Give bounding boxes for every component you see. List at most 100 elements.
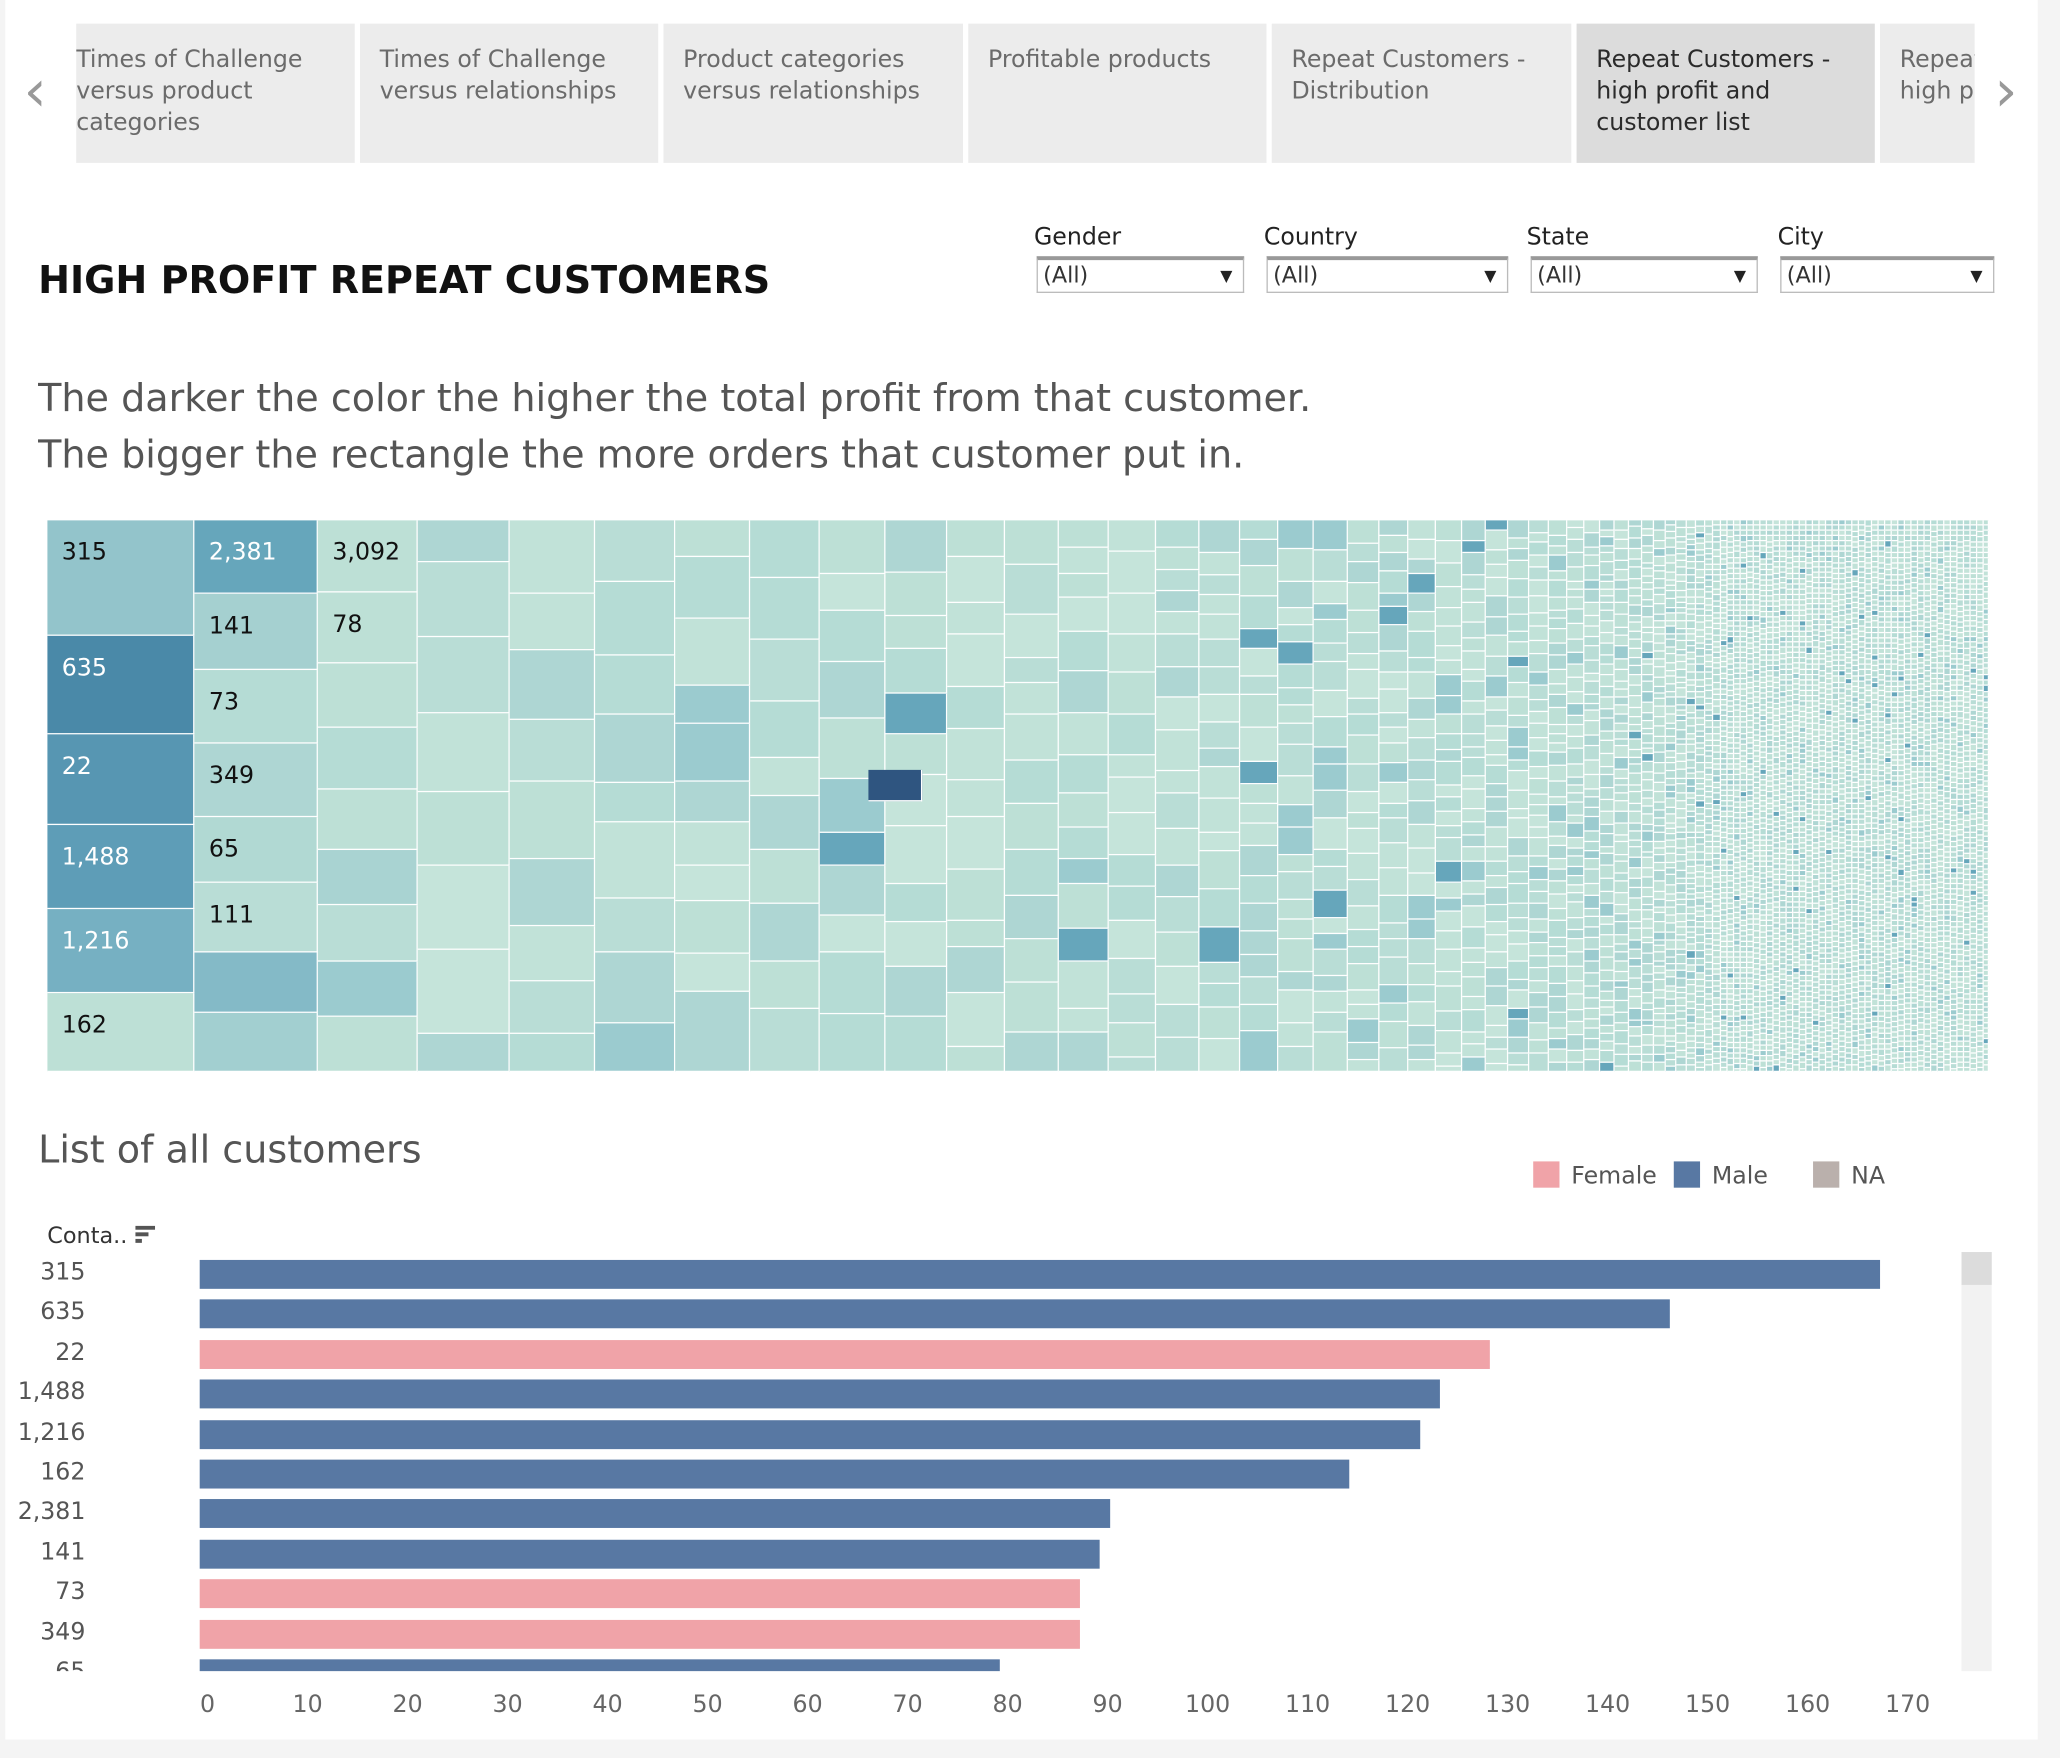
treemap-cell[interactable]: [1584, 673, 1601, 682]
treemap-cell[interactable]: 1,216: [47, 909, 195, 994]
treemap-cell[interactable]: [1600, 731, 1615, 741]
treemap-cell[interactable]: [1676, 739, 1687, 745]
treemap-cell[interactable]: [1600, 878, 1615, 893]
treemap-cell[interactable]: [1721, 1068, 1728, 1073]
treemap-cell[interactable]: [1567, 624, 1585, 640]
treemap-cell[interactable]: [1721, 989, 1728, 995]
treemap-cell[interactable]: [1734, 536, 1741, 542]
treemap-cell[interactable]: [1734, 700, 1741, 706]
treemap-cell[interactable]: [1676, 744, 1687, 755]
treemap-cell[interactable]: [1734, 621, 1741, 627]
treemap-cell[interactable]: [1584, 603, 1601, 617]
treemap-cell[interactable]: [1676, 970, 1687, 979]
treemap-cell[interactable]: [1721, 554, 1728, 560]
treemap-cell[interactable]: [1713, 618, 1722, 625]
treemap-cell[interactable]: [1347, 654, 1380, 671]
treemap-cell[interactable]: [1654, 1020, 1666, 1028]
treemap-cell[interactable]: [1686, 614, 1697, 622]
treemap-cell[interactable]: [1278, 939, 1314, 973]
treemap-cell[interactable]: [1727, 738, 1735, 744]
treemap-cell[interactable]: [819, 1014, 886, 1073]
treemap-cell[interactable]: [1713, 675, 1722, 684]
treemap-cell[interactable]: [1905, 1068, 1912, 1073]
treemap-cell[interactable]: [1665, 737, 1677, 744]
treemap-cell[interactable]: [1696, 973, 1706, 981]
treemap-cell[interactable]: [1642, 806, 1655, 815]
treemap-cell[interactable]: [1614, 539, 1630, 550]
treemap-cell[interactable]: [1696, 555, 1706, 563]
treemap-cell[interactable]: [1665, 751, 1677, 759]
treemap-cell[interactable]: [1567, 815, 1585, 824]
treemap-cell[interactable]: [1584, 842, 1601, 852]
treemap-cell[interactable]: [1727, 691, 1735, 697]
treemap-cell[interactable]: [1654, 566, 1666, 572]
treemap-cell[interactable]: [417, 1033, 510, 1073]
treemap-cell[interactable]: [1435, 785, 1463, 798]
treemap-cell[interactable]: [1665, 763, 1677, 772]
treemap-cell[interactable]: [1734, 673, 1741, 680]
treemap-cell[interactable]: [1529, 654, 1549, 673]
treemap-cell[interactable]: [885, 1016, 948, 1073]
treemap-cell[interactable]: [1654, 802, 1666, 811]
treemap-cell[interactable]: [1665, 907, 1677, 916]
treemap-cell[interactable]: [1614, 873, 1630, 882]
treemap-cell[interactable]: [1654, 863, 1666, 872]
treemap-cell[interactable]: [1567, 930, 1585, 940]
treemap-cell[interactable]: [1713, 606, 1722, 614]
treemap-cell[interactable]: [1721, 1036, 1728, 1042]
treemap-cell[interactable]: [1567, 737, 1585, 749]
treemap-cell[interactable]: [1548, 629, 1568, 644]
treemap-cell[interactable]: [1462, 681, 1486, 702]
treemap-cell[interactable]: [1548, 536, 1568, 547]
treemap-cell[interactable]: [1705, 792, 1714, 798]
treemap-cell[interactable]: [1654, 952, 1666, 962]
treemap-cell[interactable]: [1584, 927, 1601, 939]
treemap-cell[interactable]: [1529, 672, 1549, 686]
treemap-cell[interactable]: [1686, 878, 1697, 885]
treemap-cell[interactable]: [1600, 664, 1615, 676]
treemap-cell[interactable]: [595, 1023, 676, 1073]
treemap-cell[interactable]: [1727, 712, 1735, 718]
tab-4[interactable]: Repeat Customers - Distribution: [1271, 23, 1572, 163]
treemap-cell[interactable]: [1614, 1031, 1630, 1045]
treemap-cell[interactable]: [417, 792, 510, 866]
treemap-cell[interactable]: [750, 701, 820, 759]
treemap-cell[interactable]: [1676, 1006, 1687, 1012]
treemap-cell[interactable]: [1108, 1057, 1157, 1073]
treemap-cell[interactable]: [1665, 977, 1677, 987]
treemap-cell[interactable]: [1727, 919, 1735, 925]
treemap-cell[interactable]: [1435, 734, 1463, 751]
treemap-cell[interactable]: [1548, 869, 1568, 882]
treemap-cell[interactable]: [1696, 922, 1706, 928]
treemap-cell[interactable]: [1567, 802, 1585, 816]
treemap-cell[interactable]: [1705, 976, 1714, 982]
tab-5[interactable]: Repeat Customers - high profit and custome…: [1576, 23, 1875, 163]
treemap-cell[interactable]: [1734, 541, 1741, 547]
treemap-cell[interactable]: [1614, 944, 1630, 953]
treemap-cell[interactable]: [1379, 1048, 1409, 1073]
treemap-cell[interactable]: 22: [47, 734, 195, 826]
treemap-cell[interactable]: [1721, 737, 1728, 743]
treemap-cell[interactable]: [1278, 776, 1314, 806]
treemap-cell[interactable]: [1600, 1051, 1615, 1063]
treemap-cell[interactable]: [1665, 1047, 1677, 1054]
treemap-cell[interactable]: [1676, 884, 1687, 894]
treemap-cell[interactable]: [1727, 1058, 1735, 1066]
treemap-cell[interactable]: [1529, 723, 1549, 739]
treemap-cell[interactable]: [1713, 853, 1722, 860]
treemap-cell[interactable]: [1713, 624, 1722, 630]
treemap-cell[interactable]: [1642, 642, 1655, 653]
treemap-cell[interactable]: [1721, 597, 1728, 604]
treemap-cell[interactable]: [1676, 839, 1687, 849]
treemap-cell[interactable]: [417, 949, 510, 1034]
treemap-cell[interactable]: [1705, 987, 1714, 995]
treemap-cell[interactable]: [1665, 654, 1677, 664]
treemap-cell[interactable]: [1713, 1005, 1722, 1011]
treemap-cell[interactable]: [1727, 722, 1735, 728]
treemap-cell[interactable]: [1508, 944, 1530, 962]
treemap-cell[interactable]: [1199, 520, 1241, 554]
treemap-cell[interactable]: [1676, 784, 1687, 794]
treemap-cell[interactable]: [1727, 701, 1735, 707]
treemap-cell[interactable]: [1654, 737, 1666, 744]
treemap-cell[interactable]: [1642, 734, 1655, 744]
